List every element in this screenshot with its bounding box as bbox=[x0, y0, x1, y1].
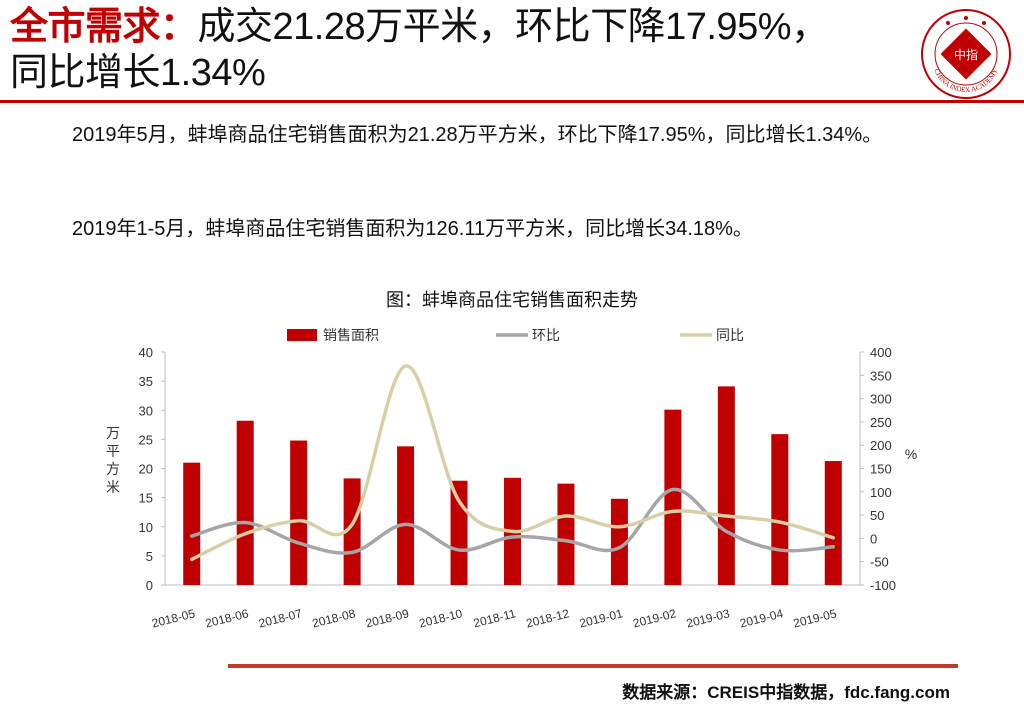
y-tick-label: 10 bbox=[139, 520, 153, 535]
bar-sales-area bbox=[664, 409, 682, 585]
x-tick-label: 2018-11 bbox=[472, 606, 518, 630]
logo-center-text: 中指 bbox=[954, 47, 978, 62]
x-tick-label: 2018-10 bbox=[418, 606, 464, 630]
legend-yoy-label: 同比 bbox=[716, 327, 744, 343]
bar-sales-area bbox=[717, 386, 735, 585]
chart-title: 图：蚌埠商品住宅销售面积走势 bbox=[386, 290, 638, 310]
line-yoy-series bbox=[189, 364, 836, 562]
y-tick-label: 5 bbox=[146, 549, 153, 564]
x-tick-label: 2019-01 bbox=[578, 606, 624, 630]
x-tick-label: 2019-03 bbox=[685, 606, 731, 630]
paragraph-ytd: 2019年1-5月，蚌埠商品住宅销售面积为126.11万平方米，同比增长34.1… bbox=[72, 218, 753, 240]
title-line-1: 全市需求：成交21.28万平米，环比下降17.95%， bbox=[10, 4, 910, 50]
line-mom-series bbox=[189, 487, 836, 555]
y-axis-title-char: 方 bbox=[106, 461, 120, 477]
title-line-2: 同比增长1.34% bbox=[10, 52, 266, 94]
bar-sales-area bbox=[557, 483, 575, 585]
y2-tick-label: 400 bbox=[870, 345, 892, 360]
bar-sales-area bbox=[183, 462, 201, 585]
x-tick-label: 2019-04 bbox=[738, 606, 784, 630]
sales-area-chart: 0 5 10 15 20 25 30 35 40 -100 -50 0 50 100 150 200 250 30… bbox=[106, 327, 917, 631]
y-tick-label: 25 bbox=[139, 432, 153, 447]
bar-sales-area bbox=[236, 420, 254, 585]
title-divider bbox=[0, 100, 1024, 103]
bar-sales-area bbox=[610, 498, 628, 585]
y2-axis-title: % bbox=[905, 446, 917, 462]
x-tick-label: 2018-08 bbox=[311, 606, 357, 630]
bar-sales-area bbox=[343, 478, 361, 585]
bar-sales-area bbox=[771, 434, 789, 585]
bar-sales-area bbox=[397, 446, 415, 585]
y2-tick-label: 150 bbox=[870, 462, 892, 477]
x-tick-label: 2018-12 bbox=[525, 606, 571, 630]
title-label: 全市需求： bbox=[10, 6, 198, 48]
bar-sales-area bbox=[290, 440, 308, 585]
legend-mom-label: 环比 bbox=[532, 327, 560, 343]
y-tick-label: 30 bbox=[139, 403, 153, 418]
data-source: 数据来源：CREIS中指数据，fdc.fang.com bbox=[622, 683, 950, 702]
bar-sales-area bbox=[824, 461, 842, 585]
y2-tick-label: 250 bbox=[870, 415, 892, 430]
y-axis-title-char: 万 bbox=[106, 425, 120, 441]
y2-tick-label: 0 bbox=[870, 531, 877, 546]
y2-tick-label: 100 bbox=[870, 485, 892, 500]
x-tick-label: 2018-07 bbox=[257, 606, 303, 630]
legend-sales-area-label: 销售面积 bbox=[323, 327, 379, 343]
y2-tick-label: -50 bbox=[870, 555, 889, 570]
x-tick-label: 2018-09 bbox=[364, 606, 410, 630]
bar-sales-area bbox=[450, 480, 468, 585]
y-tick-label: 0 bbox=[146, 578, 153, 593]
slide-title: 全市需求：成交21.28万平米，环比下降17.95%， 同比增长1.34% bbox=[10, 4, 910, 96]
bottom-rule bbox=[228, 664, 958, 668]
y2-tick-label: -100 bbox=[870, 578, 896, 593]
y2-tick-label: 350 bbox=[870, 368, 892, 383]
y-axis-title-char: 平 bbox=[106, 443, 120, 459]
y2-tick-label: 50 bbox=[870, 508, 884, 523]
y2-tick-label: 200 bbox=[870, 438, 892, 453]
title-headline: 成交21.28万平米，环比下降17.95%， bbox=[197, 6, 829, 48]
y2-tick-label: 300 bbox=[870, 392, 892, 407]
china-index-academy-logo: CHINA INDEX ACADEMY 中指 bbox=[921, 9, 1011, 99]
paragraph-monthly: 2019年5月，蚌埠商品住宅销售面积为21.28万平方米，环比下降17.95%，… bbox=[72, 124, 883, 146]
legend-sales-area-swatch bbox=[287, 329, 317, 341]
y-tick-label: 15 bbox=[139, 491, 153, 506]
y-tick-label: 40 bbox=[139, 345, 153, 360]
y-tick-label: 20 bbox=[139, 462, 153, 477]
x-tick-label: 2019-05 bbox=[792, 606, 838, 630]
y-axis-title-char: 米 bbox=[106, 479, 120, 495]
y-tick-label: 35 bbox=[139, 374, 153, 389]
x-tick-label: 2018-06 bbox=[204, 606, 250, 630]
x-tick-label: 2019-02 bbox=[631, 606, 677, 630]
x-tick-label: 2018-05 bbox=[150, 606, 196, 630]
